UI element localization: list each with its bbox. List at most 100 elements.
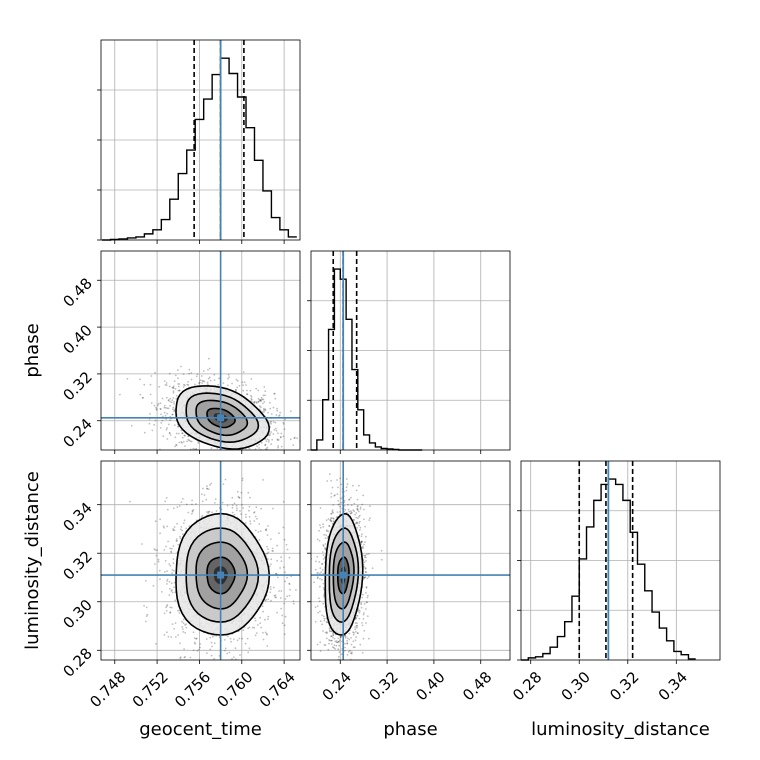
sample-point — [173, 627, 176, 630]
sample-point — [365, 535, 367, 538]
sample-point — [270, 422, 272, 425]
sample-point — [155, 554, 158, 557]
sample-point — [183, 656, 186, 659]
sample-point — [241, 637, 244, 640]
sample-point — [149, 413, 151, 415]
sample-point — [184, 434, 186, 437]
sample-point — [166, 605, 168, 607]
sample-point — [355, 625, 358, 627]
sample-point — [278, 532, 280, 535]
sample-point — [340, 483, 343, 486]
sample-point — [199, 643, 202, 645]
sample-point — [179, 528, 182, 531]
sample-point — [238, 452, 240, 454]
sample-point — [196, 373, 199, 375]
sample-point — [173, 410, 175, 412]
sample-point — [324, 543, 327, 545]
sample-point — [283, 602, 286, 605]
sample-point — [339, 511, 342, 513]
sample-point — [228, 651, 231, 654]
sample-point — [288, 582, 291, 585]
sample-point — [356, 521, 358, 524]
sample-point — [255, 401, 258, 404]
sample-point — [277, 446, 279, 449]
sample-point — [177, 383, 180, 385]
sample-point — [267, 411, 269, 414]
sample-point — [264, 631, 267, 634]
sample-point — [173, 424, 176, 426]
sample-point — [244, 522, 247, 524]
sample-point — [262, 398, 265, 401]
sample-point — [243, 381, 246, 384]
sample-point — [231, 511, 234, 514]
sample-point — [200, 516, 203, 518]
sample-point — [160, 591, 163, 593]
sample-point — [235, 378, 238, 381]
sample-point — [273, 452, 275, 454]
sample-point — [240, 513, 243, 515]
sample-point — [354, 513, 356, 516]
sample-point — [235, 504, 238, 507]
sample-point — [181, 626, 184, 628]
sample-point — [276, 611, 278, 614]
sample-point — [322, 630, 324, 632]
sample-point — [324, 631, 327, 634]
sample-point — [229, 669, 231, 671]
sample-point — [182, 631, 185, 633]
sample-point — [173, 401, 176, 403]
sample-point — [163, 404, 166, 407]
sample-point — [187, 384, 190, 386]
sample-point — [236, 379, 239, 382]
sample-point — [210, 452, 212, 454]
sample-point — [244, 451, 246, 453]
sample-point — [208, 357, 210, 360]
sample-point — [280, 474, 282, 476]
contour-line — [175, 385, 271, 450]
sample-point — [288, 583, 291, 585]
sample-point — [158, 385, 161, 388]
sample-point — [183, 648, 186, 650]
sample-point — [340, 635, 343, 638]
sample-point — [230, 640, 233, 643]
sample-point — [356, 509, 359, 511]
sample-point — [354, 617, 357, 620]
sample-point — [226, 652, 229, 655]
sample-point — [354, 622, 357, 624]
sample-point — [288, 556, 291, 559]
sample-point — [182, 522, 185, 524]
sample-point — [262, 394, 265, 397]
axes-frame — [100, 460, 301, 661]
sample-point — [346, 637, 349, 640]
sample-point — [352, 646, 355, 649]
sample-point — [233, 502, 236, 505]
sample-point — [180, 429, 183, 432]
sample-point — [330, 635, 333, 638]
sample-point — [280, 560, 283, 563]
sample-point — [206, 455, 208, 457]
sample-point — [159, 578, 161, 580]
sample-point — [238, 496, 241, 499]
sample-point — [333, 520, 335, 523]
sample-point — [337, 640, 340, 643]
sample-point — [255, 506, 258, 509]
sample-point — [248, 509, 250, 512]
sample-point — [330, 635, 333, 637]
sample-point — [269, 432, 272, 435]
sample-point — [357, 610, 359, 613]
sample-point — [182, 440, 185, 443]
sample-point — [154, 371, 157, 374]
sample-point — [178, 441, 181, 444]
sample-point — [325, 534, 327, 537]
sample-point — [226, 384, 229, 387]
sample-point — [368, 519, 371, 521]
sample-point — [167, 635, 170, 638]
sample-point — [242, 384, 245, 387]
sample-point — [360, 602, 362, 604]
sample-point — [222, 681, 224, 683]
sample-point — [356, 614, 358, 617]
sample-point — [172, 390, 175, 392]
sample-point — [365, 571, 367, 574]
sample-point — [184, 656, 187, 658]
sample-point — [269, 588, 272, 591]
